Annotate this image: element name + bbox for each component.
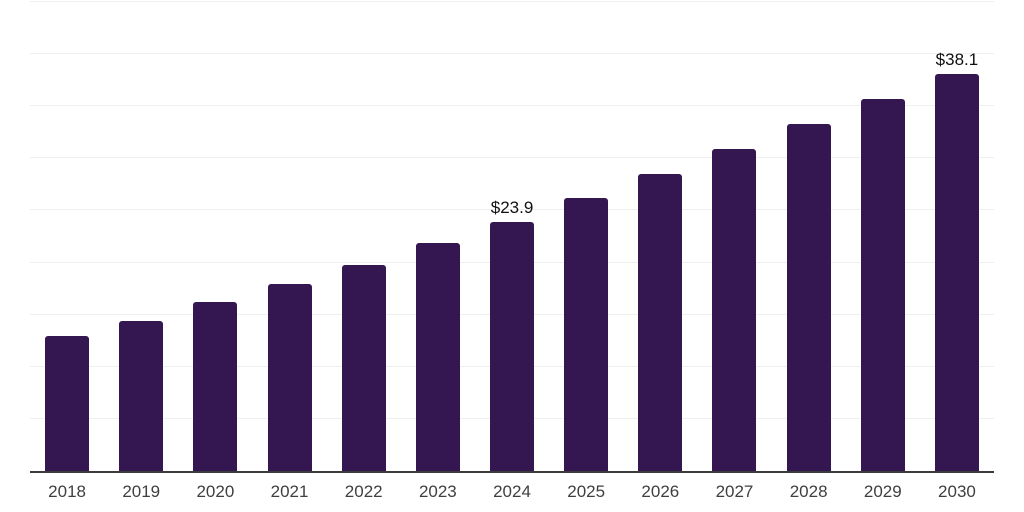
bar-band-2027 (697, 2, 771, 471)
gridline-30 (30, 157, 994, 159)
x-tick-label-2018: 2018 (48, 482, 86, 501)
x-tick-label-2026: 2026 (641, 482, 680, 501)
bar-2030 (934, 73, 979, 471)
x-tick-label-2021: 2021 (270, 482, 309, 501)
x-tick-label-2023: 2023 (418, 482, 457, 501)
data-label-2030: $38.1 (935, 49, 979, 69)
x-tick-label-2029: 2029 (863, 482, 902, 501)
bar-band-2024: $23.9 (475, 2, 549, 471)
bar-band-2018 (30, 2, 104, 471)
bar-2022 (341, 264, 386, 471)
plot-area: $23.9 $38.1 (30, 1, 994, 471)
bar-2021 (267, 284, 312, 471)
gridline-35 (30, 105, 994, 107)
data-label-2024: $23.9 (490, 197, 534, 217)
x-tick-label-2022: 2022 (344, 482, 383, 501)
x-tick-label-2020: 2020 (196, 482, 235, 501)
x-tick-label-2027: 2027 (715, 482, 754, 501)
bar-2023 (415, 242, 460, 471)
bar-band-2019 (104, 2, 178, 471)
x-tick-label-2025: 2025 (567, 482, 606, 501)
bar-band-2023 (401, 2, 475, 471)
bar-band-2022 (327, 2, 401, 471)
bar-band-2028 (772, 2, 846, 471)
bar-band-2030: $38.1 (920, 2, 994, 471)
x-tick-label-2024: 2024 (493, 482, 531, 501)
x-axis-line (30, 471, 994, 473)
gridline-45 (30, 1, 994, 2)
x-tick-label-2028: 2028 (789, 482, 828, 501)
bar-band-2021 (252, 2, 326, 471)
x-tick-label-2030: 2030 (938, 482, 976, 501)
bar-2029 (860, 98, 905, 471)
gridline-25 (30, 209, 994, 211)
bar-band-2020 (178, 2, 252, 471)
bar-2027 (712, 149, 757, 471)
bar-2024 (490, 221, 535, 471)
bar-2025 (564, 197, 609, 471)
bar-2026 (638, 174, 683, 471)
bar-band-2029 (846, 2, 920, 471)
bar-2018 (45, 335, 90, 471)
bar-series: $23.9 $38.1 (30, 2, 994, 471)
bar-2020 (193, 302, 238, 471)
gridline-40 (30, 53, 994, 55)
bar-2019 (119, 320, 164, 471)
bar-2028 (786, 123, 831, 471)
bar-band-2025 (549, 2, 623, 471)
x-tick-label-2019: 2019 (122, 482, 161, 501)
bar-band-2026 (623, 2, 697, 471)
x-axis-tick-labels: 2018 2019 2020 2021 2022 2023 2024 2025 2026 2027… (30, 483, 994, 500)
